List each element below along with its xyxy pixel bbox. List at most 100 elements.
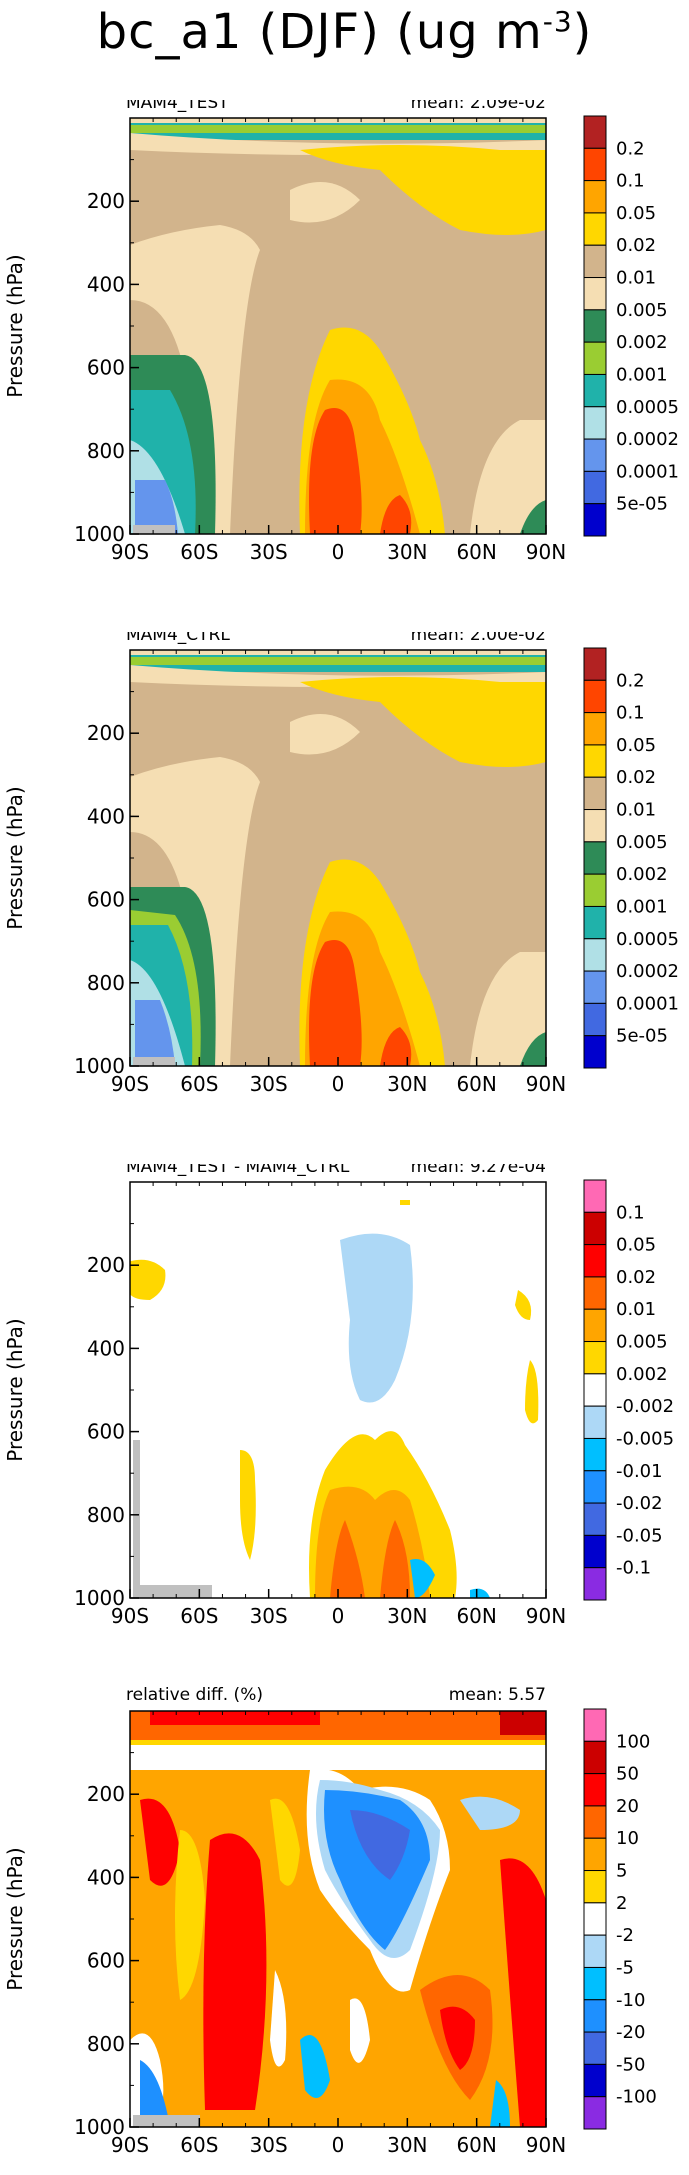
y-tick-label: 200 xyxy=(87,1253,125,1277)
panel-mam4-test: MAM4_TEST mean: 2.09e-02 90S 60S 30S 0 30N 60… xyxy=(3,100,679,564)
colorbar-label: 0.05 xyxy=(616,203,656,224)
y-axis-label: Pressure (hPa) xyxy=(3,254,27,397)
colorbar-box xyxy=(583,438,607,472)
x-tick-label: 90N xyxy=(526,1604,566,1628)
colorbar-box xyxy=(583,503,607,537)
y-tick-label: 600 xyxy=(87,1420,125,1444)
colorbar-label: 10 xyxy=(616,1828,639,1849)
colorbar-box xyxy=(583,679,607,714)
colorbar-label: 0.0005 xyxy=(616,397,679,418)
contour-fill xyxy=(130,1711,546,2127)
colorbar-label: 0.05 xyxy=(616,735,656,756)
colorbar-box xyxy=(583,373,607,408)
colorbar-box xyxy=(583,938,607,972)
colorbar-label: -0.1 xyxy=(616,1558,651,1579)
colorbar-box xyxy=(583,1870,607,1904)
x-tick-label: 30S xyxy=(250,540,288,564)
y-tick-label: 1000 xyxy=(74,2115,125,2139)
colorbar-label: 5 xyxy=(616,1861,627,1882)
colorbar-label: -0.01 xyxy=(616,1461,663,1482)
colorbar-label: 0.001 xyxy=(616,896,668,917)
y-axis-label: Pressure (hPa) xyxy=(3,1847,27,1990)
colorbar-box xyxy=(583,1934,607,1968)
colorbar-label: 0.1 xyxy=(616,1202,645,1223)
colorbar-label: 0.0001 xyxy=(616,461,679,482)
page-title: bc_a1 (DJF) (ug m-3) xyxy=(96,4,593,60)
x-tick-label: 30S xyxy=(250,1072,288,1096)
x-tick-label: 0 xyxy=(332,1604,345,1628)
y-tick-label: 200 xyxy=(87,721,125,745)
panel-name: MAM4_CTRL xyxy=(126,632,230,645)
panel-mean: mean: 2.00e-02 xyxy=(411,632,546,645)
colorbar-box xyxy=(583,309,607,343)
colorbar-label: 0.2 xyxy=(616,138,645,159)
colorbar-label: 0.02 xyxy=(616,767,656,788)
y-tick-label: 800 xyxy=(87,1503,125,1527)
x-tick-label: 60N xyxy=(456,540,496,564)
colorbar-box xyxy=(583,470,607,505)
colorbar-label: 0.0002 xyxy=(616,429,679,450)
x-tick-label: 30N xyxy=(387,1604,427,1628)
x-tick-label: 30N xyxy=(387,1072,427,1096)
colorbar-box xyxy=(583,1373,607,1407)
colorbar-box xyxy=(583,1534,607,1569)
colorbar-box xyxy=(583,1437,607,1472)
colorbar-label: 100 xyxy=(616,1731,650,1752)
colorbar-box xyxy=(583,841,607,875)
x-tick-label: 60S xyxy=(180,1072,218,1096)
x-tick-label: 30S xyxy=(250,2133,288,2157)
colorbar-label: 0.0002 xyxy=(616,961,679,982)
y-tick-label: 800 xyxy=(87,2032,125,2056)
colorbar-label: 0.001 xyxy=(616,364,668,385)
colorbar-label: -5 xyxy=(616,1957,634,1978)
colorbar-box xyxy=(583,1773,607,1807)
x-tick-label: 60N xyxy=(456,2133,496,2157)
colorbar-box xyxy=(583,1211,607,1246)
colorbar-label: 0.0001 xyxy=(616,993,679,1014)
y-tick-label: 400 xyxy=(87,272,125,296)
colorbar-box xyxy=(583,905,607,940)
colorbar-box xyxy=(583,180,607,214)
x-tick-label: 30S xyxy=(250,1604,288,1628)
y-tick-label: 800 xyxy=(87,971,125,995)
colorbar-label: 0.002 xyxy=(616,864,668,885)
y-tick-label: 1000 xyxy=(74,522,125,546)
colorbar-box xyxy=(583,1405,607,1439)
x-tick-label: 60S xyxy=(180,2133,218,2157)
panel-name: MAM4_TEST - MAM4_CTRL xyxy=(126,1164,350,1177)
colorbar-box xyxy=(583,1035,607,1069)
colorbar-label: 50 xyxy=(616,1764,639,1785)
panel-name: MAM4_TEST xyxy=(126,100,229,113)
x-tick-label: 0 xyxy=(332,1072,345,1096)
colorbar-label: -100 xyxy=(616,2087,657,2108)
colorbar-box xyxy=(583,744,607,778)
colorbar-box xyxy=(583,1341,607,1375)
panel-difference: MAM4_TEST - MAM4_CTRL mean: 9.27e-04 90S… xyxy=(3,1164,674,1628)
colorbar-box xyxy=(583,244,607,279)
colorbar-label: 0.05 xyxy=(616,1235,656,1256)
colorbar-box xyxy=(583,115,607,149)
colorbar-box xyxy=(583,212,607,246)
colorbar-box xyxy=(583,2063,607,2098)
colorbar-box xyxy=(583,1502,607,1536)
colorbar-label: 2 xyxy=(616,1893,627,1914)
panel-name: relative diff. (%) xyxy=(126,1685,263,1705)
colorbar-box xyxy=(583,2096,607,2130)
colorbar-label: -20 xyxy=(616,2022,645,2043)
colorbar-label: 0.02 xyxy=(616,235,656,256)
colorbar-box xyxy=(583,1276,607,1310)
colorbar-box xyxy=(583,1002,607,1037)
colorbar-box xyxy=(583,647,607,681)
colorbar-box xyxy=(583,1308,607,1343)
colorbar-label: -0.002 xyxy=(616,1396,674,1417)
colorbar-box xyxy=(583,1902,607,1936)
x-tick-label: 60S xyxy=(180,540,218,564)
x-tick-label: 60N xyxy=(456,1604,496,1628)
colorbar-label: -2 xyxy=(616,1925,634,1946)
panel-mean: mean: 9.27e-04 xyxy=(411,1164,546,1177)
x-tick-label: 90S xyxy=(111,1072,149,1096)
colorbar-label: 0.1 xyxy=(616,171,645,192)
colorbar-box xyxy=(583,277,607,311)
colorbar-box xyxy=(583,1244,607,1278)
y-tick-label: 600 xyxy=(87,1949,125,1973)
